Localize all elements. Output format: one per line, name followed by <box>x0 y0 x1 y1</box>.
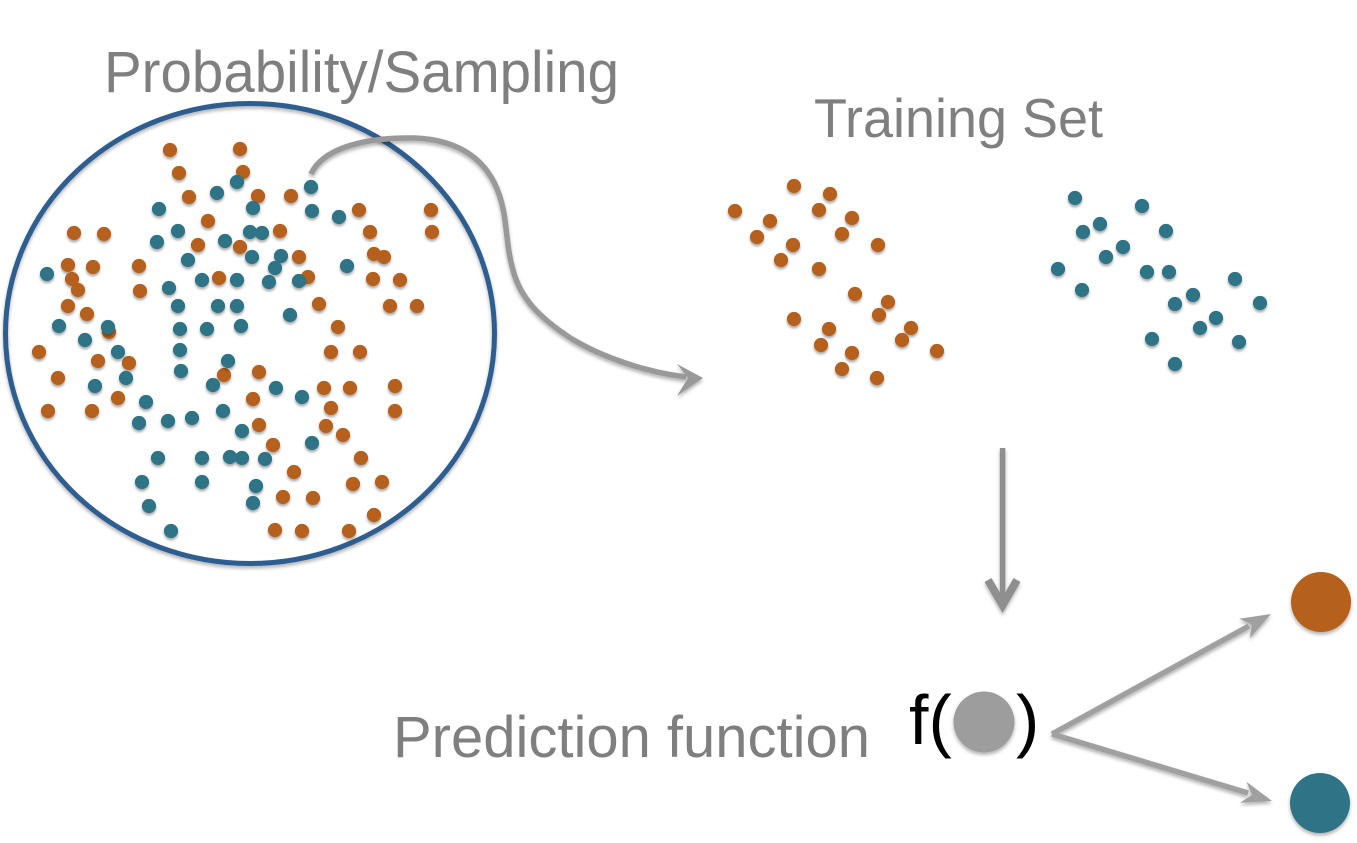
svg-text:): ) <box>1016 681 1039 759</box>
svg-text:Probability/Sampling: Probability/Sampling <box>104 40 619 105</box>
svg-text:f(: f( <box>909 681 952 759</box>
svg-text:Training Set: Training Set <box>814 87 1103 149</box>
svg-text:Prediction function: Prediction function <box>393 705 870 770</box>
